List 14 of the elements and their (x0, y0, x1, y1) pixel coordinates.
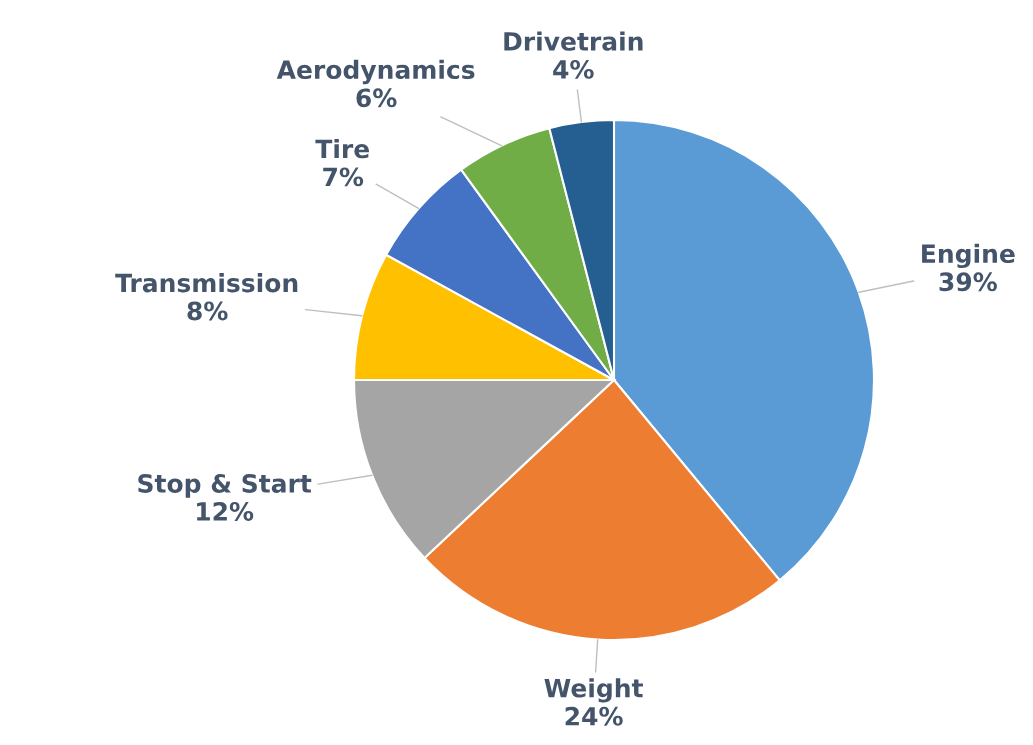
data-label: 8% (187, 301, 228, 321)
slice-label: Tire (315, 138, 369, 159)
data-label: 6% (356, 88, 397, 108)
data-label: 12% (197, 501, 254, 521)
data-label: 24% (565, 706, 623, 726)
data-label: 39% (939, 272, 997, 292)
slice-label: Weight (544, 678, 643, 703)
data-label: 4% (553, 59, 594, 79)
slice-label: Engine (922, 243, 1015, 269)
slice-label: Aerodynamics (276, 59, 475, 85)
slice-label: Transmission (115, 273, 298, 293)
slice-label: Stop & Start (138, 473, 312, 498)
slice-label: Drivetrain (504, 31, 643, 51)
data-label: 7% (323, 167, 364, 187)
